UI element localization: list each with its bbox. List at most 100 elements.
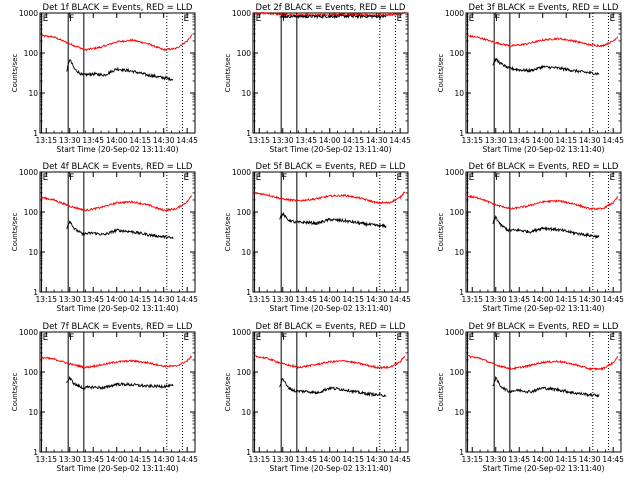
plot-frame [465, 171, 622, 293]
lld-series-line [467, 355, 619, 372]
x-tick-label: 13:15 [461, 136, 483, 145]
x-tick-label: 13:45 [508, 295, 530, 304]
x-tick-label: 13:30 [272, 295, 294, 304]
event-line-label: E [396, 333, 402, 343]
events-series-line [492, 215, 600, 240]
events-series-line [279, 13, 387, 20]
x-tick-label: 14:30 [579, 136, 601, 145]
plot-frame [39, 12, 196, 134]
y-tick-label: 10 [241, 408, 251, 417]
y-tick-label: 100 [24, 368, 39, 377]
x-tick-label: 14:00 [106, 455, 128, 464]
x-axis-title: Start Time (20-Sep-02 13:11:40) [57, 304, 179, 313]
events-series-line [66, 375, 174, 391]
event-line-label: F [69, 14, 74, 24]
chart-title: Det 6f BLACK = Events, RED = LLD [469, 162, 619, 172]
plot-frame [39, 171, 196, 293]
x-tick-label: 14:00 [532, 136, 554, 145]
y-tick-label: 10 [454, 89, 464, 98]
events-series-line [279, 377, 387, 398]
x-tick-label: 13:45 [508, 136, 530, 145]
chart-title: Det 4f BLACK = Events, RED = LLD [43, 162, 193, 172]
x-tick-label: 13:30 [485, 455, 507, 464]
event-line-label: E [469, 14, 475, 24]
y-tick-label: 10 [28, 89, 38, 98]
event-line-label: F [69, 173, 74, 183]
x-tick-label: 13:45 [82, 295, 104, 304]
x-tick-label: 14:45 [176, 136, 198, 145]
chart-panel: Det 2f BLACK = Events, RED = LLD 1 10 100 10… [224, 3, 411, 154]
y-axis-title: Counts/sec [437, 213, 445, 252]
x-tick-label: 14:45 [602, 455, 624, 464]
event-line-label: E [469, 173, 475, 183]
plot-frame [252, 12, 409, 134]
events-series-line [66, 59, 174, 82]
y-axis-title: Counts/sec [11, 54, 19, 93]
y-axis-title: Counts/sec [437, 54, 445, 93]
event-line-label: E [609, 333, 615, 343]
event-line-label: F [495, 14, 500, 24]
x-axis-title: Start Time (20-Sep-02 13:11:40) [483, 464, 605, 473]
x-tick-label: 13:15 [248, 295, 270, 304]
x-tick-label: 13:30 [59, 455, 81, 464]
y-tick-label: 1000 [445, 328, 464, 337]
y-tick-label: 1000 [232, 9, 251, 18]
x-tick-label: 14:45 [389, 455, 411, 464]
event-line-label: E [256, 14, 262, 24]
x-axis-title: Start Time (20-Sep-02 13:11:40) [270, 145, 392, 154]
x-tick-label: 14:45 [602, 295, 624, 304]
plot-frame [252, 331, 409, 453]
lld-series-line [254, 191, 406, 205]
event-line-label: E [43, 333, 49, 343]
y-tick-label: 1 [246, 448, 251, 457]
x-tick-label: 13:45 [82, 136, 104, 145]
y-tick-label: 10 [454, 248, 464, 257]
x-axis-title: Start Time (20-Sep-02 13:11:40) [57, 464, 179, 473]
y-tick-label: 1 [33, 448, 38, 457]
x-tick-label: 14:00 [532, 295, 554, 304]
y-tick-label: 100 [450, 49, 465, 58]
x-tick-label: 14:00 [532, 455, 554, 464]
x-tick-label: 14:15 [342, 295, 364, 304]
events-series-line [492, 57, 600, 76]
plot-frame [39, 331, 196, 453]
y-tick-label: 1000 [445, 168, 464, 177]
y-tick-label: 10 [28, 248, 38, 257]
x-tick-label: 13:45 [295, 455, 317, 464]
x-tick-label: 13:45 [82, 455, 104, 464]
y-axis-title: Counts/sec [224, 213, 232, 252]
event-line-label: F [282, 173, 287, 183]
x-tick-label: 13:30 [485, 295, 507, 304]
y-tick-label: 1 [33, 129, 38, 138]
chart-panel: Det 5f BLACK = Events, RED = LLD 1 10 100 10… [224, 162, 411, 313]
y-tick-label: 100 [237, 208, 252, 217]
x-tick-label: 14:00 [319, 295, 341, 304]
x-axis-title: Start Time (20-Sep-02 13:11:40) [57, 145, 179, 154]
x-tick-label: 14:00 [106, 136, 128, 145]
x-tick-label: 14:15 [555, 136, 577, 145]
x-tick-label: 14:15 [555, 455, 577, 464]
event-line-label: E [183, 14, 189, 24]
chart-title: Det 5f BLACK = Events, RED = LLD [256, 162, 406, 172]
y-tick-label: 1 [459, 288, 464, 297]
lld-series-line [467, 194, 618, 211]
chart-title: Det 2f BLACK = Events, RED = LLD [256, 3, 406, 13]
x-tick-label: 14:30 [366, 136, 388, 145]
y-tick-label: 1000 [232, 168, 251, 177]
x-tick-label: 14:30 [579, 295, 601, 304]
event-line-label: E [183, 173, 189, 183]
plot-frame [252, 171, 409, 293]
y-tick-label: 1 [33, 288, 38, 297]
x-tick-label: 14:45 [389, 295, 411, 304]
event-line-label: F [282, 14, 287, 24]
x-tick-label: 13:15 [35, 136, 57, 145]
x-tick-label: 14:00 [106, 295, 128, 304]
chart-panel: Det 6f BLACK = Events, RED = LLD 1 10 100 10… [437, 162, 624, 313]
x-tick-label: 14:30 [366, 295, 388, 304]
y-tick-label: 1000 [19, 9, 38, 18]
event-line-label: E [256, 333, 262, 343]
y-tick-label: 100 [237, 49, 252, 58]
x-tick-label: 14:15 [129, 295, 151, 304]
chart-panel: Det 4f BLACK = Events, RED = LLD 1 10 100 10… [11, 162, 198, 313]
